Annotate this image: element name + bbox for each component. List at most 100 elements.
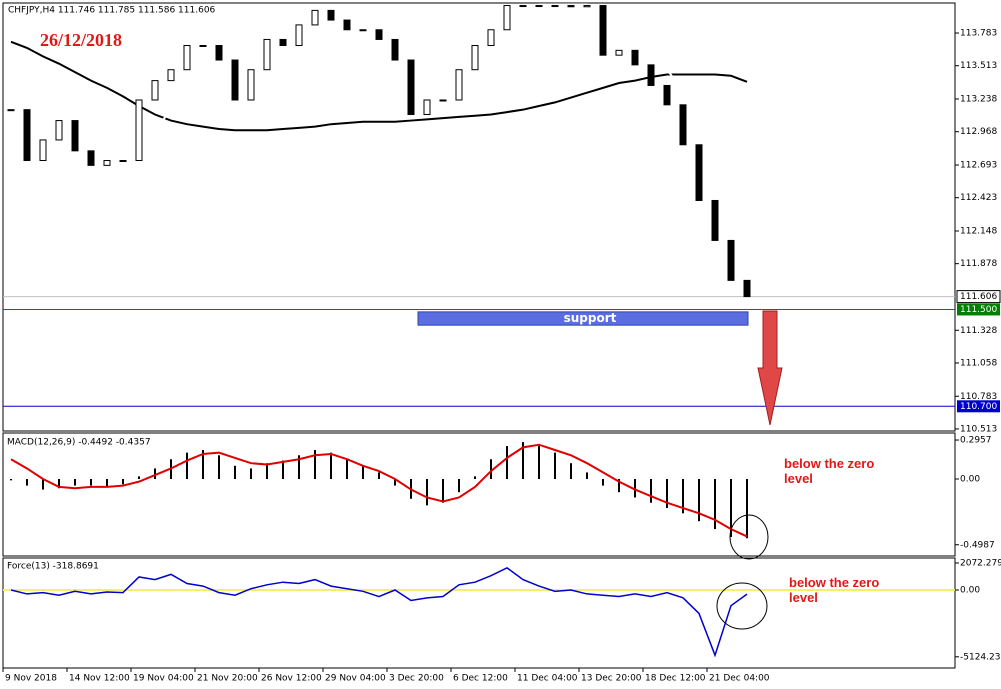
level-label: 110.700: [960, 402, 997, 412]
annotation: below the zero level: [784, 456, 875, 486]
x-tick-label: 14 Nov 12:00: [69, 674, 130, 684]
candle: [455, 69, 463, 101]
force-plot: [3, 566, 955, 658]
level-box: [957, 400, 1000, 413]
signal-line: [10, 443, 748, 538]
candle: [439, 99, 447, 102]
histogram-bar: [698, 479, 700, 522]
histogram-bar: [314, 450, 316, 480]
candle: [727, 239, 735, 281]
candle: [631, 49, 639, 66]
candle: [567, 5, 575, 8]
y-tick-label: -5124.2314: [960, 652, 1001, 662]
down-arrow: [757, 310, 783, 426]
y-tick-label: 0.00: [960, 475, 980, 485]
candle: [407, 59, 415, 116]
histogram-bar: [202, 450, 204, 480]
x-tick-label: 6 Dec 12:00: [453, 674, 508, 684]
histogram-bar: [650, 479, 652, 503]
y-tick-label: 111.878: [960, 259, 997, 269]
histogram-bar: [74, 479, 76, 486]
candle: [23, 109, 31, 162]
candle: [327, 9, 335, 21]
candle: [551, 5, 559, 8]
candle: [359, 29, 367, 32]
histogram-bar: [394, 479, 396, 486]
candle: [695, 144, 703, 201]
histogram-bar: [58, 479, 60, 489]
histogram-bar: [10, 479, 12, 481]
histogram-bar: [586, 472, 588, 480]
main-panel: [2, 2, 956, 432]
x-tick-label: 13 Dec 20:00: [581, 674, 642, 684]
candle: [151, 80, 159, 101]
histogram-bar: [666, 479, 668, 509]
y-tick-label: 0.00: [960, 586, 980, 596]
y-tick-label: 110.513: [960, 424, 997, 434]
candle: [519, 5, 527, 8]
histogram-bar: [122, 479, 124, 485]
histogram-bar: [266, 463, 268, 480]
histogram-bar: [346, 459, 348, 480]
histogram-bar: [506, 446, 508, 480]
x-tick-label: 18 Dec 12:00: [645, 674, 706, 684]
histogram-bar: [154, 468, 156, 480]
histogram-bar: [250, 468, 252, 480]
candle: [615, 49, 623, 56]
histogram-bar: [730, 479, 732, 538]
main-plot: [3, 3, 955, 407]
candle: [711, 199, 719, 241]
y-tick-label: 111.328: [960, 326, 997, 336]
x-tick-label: 26 Nov 12:00: [261, 674, 322, 684]
x-tick-label: 11 Dec 04:00: [517, 674, 578, 684]
x-tick-label: 19 Nov 04:00: [133, 674, 194, 684]
y-tick-label: 0.2957: [960, 436, 992, 446]
axes: 113.783 113.513 113.238 112.968 112.693 112.4…: [2, 29, 1001, 684]
histogram-bar: [554, 452, 556, 480]
y-tick-label: 2072.2793: [960, 559, 1001, 569]
histogram-bar: [186, 452, 188, 480]
candle: [487, 29, 495, 46]
histogram-bar: [330, 452, 332, 480]
histogram-bar: [634, 479, 636, 498]
histogram-bar: [570, 463, 572, 480]
histogram-bar: [522, 442, 524, 480]
histogram-bar: [42, 479, 44, 490]
force-title: Force(13) -318.8691: [7, 562, 99, 572]
candle: [343, 19, 351, 31]
x-tick-label: 21 Dec 04:00: [709, 674, 770, 684]
candle: [295, 24, 303, 46]
y-tick-label: 113.238: [960, 95, 997, 105]
highlight-circle: [729, 514, 769, 560]
force-line: [10, 566, 748, 658]
macd-title: MACD(12,26,9) -0.4492 -0.4357: [7, 438, 151, 448]
candle: [743, 279, 751, 298]
candle: [39, 139, 47, 162]
x-tick-label: 21 Nov 20:00: [197, 674, 258, 684]
level-label: 111.500: [960, 305, 997, 315]
macd-panel: [2, 432, 956, 557]
support-zone: [417, 311, 749, 326]
candle: [119, 160, 127, 163]
y-tick-label: 110.783: [960, 392, 997, 402]
last-price-label: 111.606: [960, 292, 997, 302]
histogram-bar: [106, 479, 108, 487]
highlight-circle: [716, 582, 768, 630]
macd-plot: [10, 442, 748, 539]
date-annotation: 26/12/2018: [40, 30, 122, 50]
candle: [679, 104, 687, 146]
zone-label: support: [564, 311, 617, 325]
chart-title: CHFJPY,H4 111.746 111.785 111.586 111.60…: [8, 6, 216, 16]
y-tick-label: 111.058: [960, 358, 997, 368]
candle: [391, 38, 399, 61]
candle: [423, 99, 431, 116]
histogram-bar: [538, 446, 540, 480]
histogram-bar: [682, 479, 684, 514]
candle: [167, 69, 175, 82]
candle: [7, 109, 15, 112]
histogram-bar: [714, 479, 716, 530]
candle: [647, 64, 655, 86]
histogram-bar: [234, 465, 236, 480]
histogram-bar: [26, 479, 28, 486]
